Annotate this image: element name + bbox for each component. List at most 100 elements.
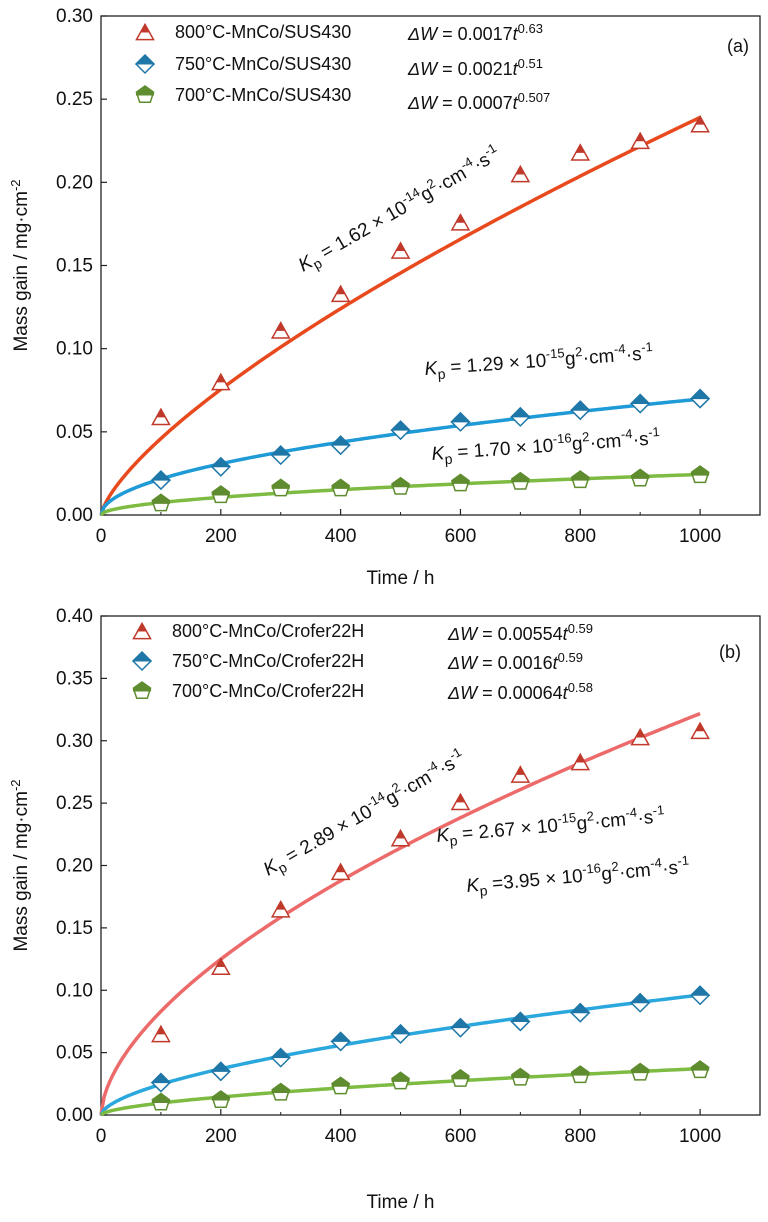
- data-point-fill: [691, 1060, 710, 1071]
- y-tick-label: 0.30: [56, 6, 93, 27]
- data-point-fill: [694, 115, 706, 125]
- kp-annotation: Kp = 2.67 × 10-15g2·cm-4·s-1: [435, 802, 666, 850]
- legend-marker-fill: [131, 651, 153, 662]
- legend-label: 800°C-MnCo/Crofer22H: [172, 621, 364, 641]
- x-tick-label: 800: [564, 1126, 596, 1147]
- data-point-fill: [275, 900, 286, 910]
- panel-label: (b): [719, 642, 741, 662]
- data-point-fill: [570, 1002, 591, 1014]
- data-point-fill: [691, 465, 710, 476]
- data-point-fill: [451, 1069, 470, 1080]
- data-point-fill: [210, 1061, 232, 1072]
- data-point-fill: [689, 985, 711, 996]
- data-point-fill: [270, 445, 291, 456]
- y-tick-label: 0.15: [56, 918, 93, 939]
- data-point-fill: [271, 1082, 290, 1094]
- y-tick-label: 0.15: [56, 256, 93, 277]
- x-tick-label: 200: [205, 1126, 237, 1147]
- y-tick-label: 0.10: [56, 980, 93, 1001]
- panel-b: 0 200 400 600 800 1000 0.00 0.05 0.10 0.15 0.20 0.2…: [8, 606, 761, 1213]
- panel-label: (a): [727, 36, 749, 56]
- data-point-fill: [275, 321, 286, 331]
- data-point-fill: [215, 373, 226, 383]
- data-point-fill: [510, 407, 531, 418]
- fit-curve: [99, 711, 701, 1116]
- x-tick-label: 0: [96, 526, 107, 547]
- legend-marker-fill: [132, 681, 152, 692]
- data-point-fill: [215, 957, 226, 968]
- legend-label: 750°C-MnCo/SUS430: [175, 54, 351, 74]
- x-tick-label: 400: [325, 1126, 357, 1147]
- y-tick-label: 0.20: [56, 172, 93, 193]
- data-point-fill: [575, 753, 586, 763]
- x-tick-label: 800: [564, 526, 596, 547]
- data-point-fill: [629, 393, 651, 405]
- data-point-fill: [331, 1076, 350, 1087]
- x-tick-label: 200: [205, 526, 237, 547]
- y-tick-label: 0.00: [56, 1105, 93, 1126]
- data-point-fill: [450, 1017, 471, 1029]
- fit-equation: ΔW = 0.00554t0.59: [447, 621, 593, 644]
- x-tick-label: 600: [445, 1126, 477, 1147]
- data-point-fill: [151, 1092, 170, 1104]
- series-diamond: [99, 388, 711, 516]
- data-point-fill: [571, 1065, 590, 1076]
- kp-annotation: Kp = 2.89 × 10-14g2·cm-4·s-1: [258, 744, 470, 883]
- data-point-fill: [635, 728, 646, 738]
- fit-curve: [99, 115, 701, 516]
- x-tick-label: 1000: [679, 1126, 721, 1147]
- data-point-fill: [515, 765, 526, 775]
- y-tick-label: 0.35: [56, 668, 93, 689]
- legend-marker-fill: [136, 622, 148, 632]
- data-point-fill: [330, 1031, 351, 1042]
- data-point-fill: [271, 478, 290, 489]
- y-tick-label: 0.20: [56, 856, 93, 877]
- fit-curve: [99, 993, 701, 1116]
- data-point-fill: [391, 477, 410, 488]
- legend-marker-fill: [134, 54, 156, 65]
- data-point-fill: [631, 468, 650, 479]
- data-point-fill: [395, 241, 406, 252]
- data-point-fill: [455, 213, 466, 223]
- data-point-fill: [575, 143, 586, 153]
- legend-label: 700°C-MnCo/SUS430: [175, 85, 351, 105]
- fit-equation: ΔW = 0.0021t0.51: [407, 56, 543, 79]
- data-point-fill: [689, 388, 711, 400]
- fit-equation: ΔW = 0.0016t0.59: [447, 650, 583, 673]
- data-point-fill: [694, 722, 706, 732]
- data-point-fill: [331, 478, 350, 489]
- data-point-fill: [210, 457, 232, 468]
- data-point-fill: [335, 285, 346, 295]
- x-tick-label: 0: [96, 1126, 107, 1147]
- fit-equation: ΔW = 0.00064t0.58: [447, 680, 593, 703]
- data-point-fill: [455, 793, 466, 803]
- kp-annotation: Kp = 1.29 × 10-15g2·cm-4·s-1: [424, 339, 655, 383]
- legend-marker-fill: [135, 85, 155, 96]
- x-tick-label: 400: [325, 526, 357, 547]
- kp-annotation: Kp = 1.70 × 10-16g2·cm-4·s-1: [431, 424, 662, 468]
- y-tick-label: 0.10: [56, 339, 93, 360]
- y-tick-label: 0.25: [56, 793, 93, 814]
- data-point-fill: [390, 1024, 411, 1035]
- data-point-fill: [390, 420, 411, 431]
- series-diamond: [99, 985, 711, 1116]
- data-point-fill: [450, 412, 471, 423]
- panel-a: 0 200 400 600 800 1000 0.00 0.05 0.10 0.15 0.20 0.2…: [8, 6, 761, 589]
- data-point-fill: [391, 1071, 410, 1082]
- fit-curve: [99, 397, 701, 516]
- legend-marker-fill: [139, 23, 151, 33]
- data-point-fill: [335, 863, 346, 873]
- y-tick-label: 0.05: [56, 1043, 93, 1064]
- y-tick-label: 0.05: [56, 422, 93, 443]
- data-point-fill: [629, 993, 651, 1004]
- series-triangle: [99, 114, 710, 516]
- y-axis-label: Mass gain / mg·cm-2: [8, 779, 32, 951]
- data-point-fill: [395, 829, 406, 839]
- legend-label: 700°C-MnCo/Crofer22H: [172, 681, 364, 701]
- x-tick-label: 1000: [679, 526, 721, 547]
- series-pentagon: [100, 1060, 710, 1117]
- data-point-fill: [570, 400, 591, 411]
- series-pentagon: [99, 465, 710, 517]
- x-axis-label: Time / h: [367, 568, 435, 589]
